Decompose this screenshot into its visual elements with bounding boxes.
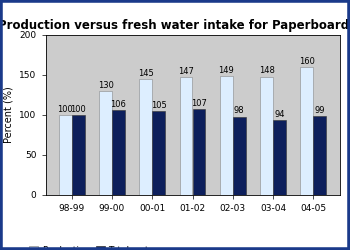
Bar — [72, 115, 85, 195]
Bar — [59, 115, 72, 195]
Legend: Production, Total water: Production, Total water — [27, 243, 161, 250]
Text: 106: 106 — [111, 100, 126, 109]
Text: 130: 130 — [98, 81, 113, 90]
Text: 148: 148 — [259, 66, 274, 76]
Bar — [152, 111, 165, 195]
Text: 99: 99 — [314, 106, 325, 114]
Text: 100: 100 — [70, 105, 86, 114]
Bar — [233, 116, 246, 195]
Text: 94: 94 — [274, 110, 285, 118]
Bar — [112, 110, 125, 195]
Bar — [313, 116, 326, 195]
Bar — [180, 78, 193, 195]
Bar — [260, 76, 273, 195]
Y-axis label: Percent (%): Percent (%) — [4, 87, 14, 144]
Text: 98: 98 — [234, 106, 245, 116]
Text: 100: 100 — [57, 105, 73, 114]
Bar — [273, 120, 286, 195]
Title: Production versus fresh water intake for Paperboards Unit: Production versus fresh water intake for… — [0, 20, 350, 32]
Bar — [193, 110, 205, 195]
Bar — [220, 76, 233, 195]
Text: 105: 105 — [151, 101, 167, 110]
Bar — [139, 79, 152, 195]
Text: 107: 107 — [191, 99, 207, 108]
Text: 145: 145 — [138, 69, 154, 78]
Text: 160: 160 — [299, 57, 315, 66]
Bar — [300, 67, 313, 195]
Text: 147: 147 — [178, 67, 194, 76]
Text: 149: 149 — [218, 66, 234, 74]
Bar — [99, 91, 112, 195]
